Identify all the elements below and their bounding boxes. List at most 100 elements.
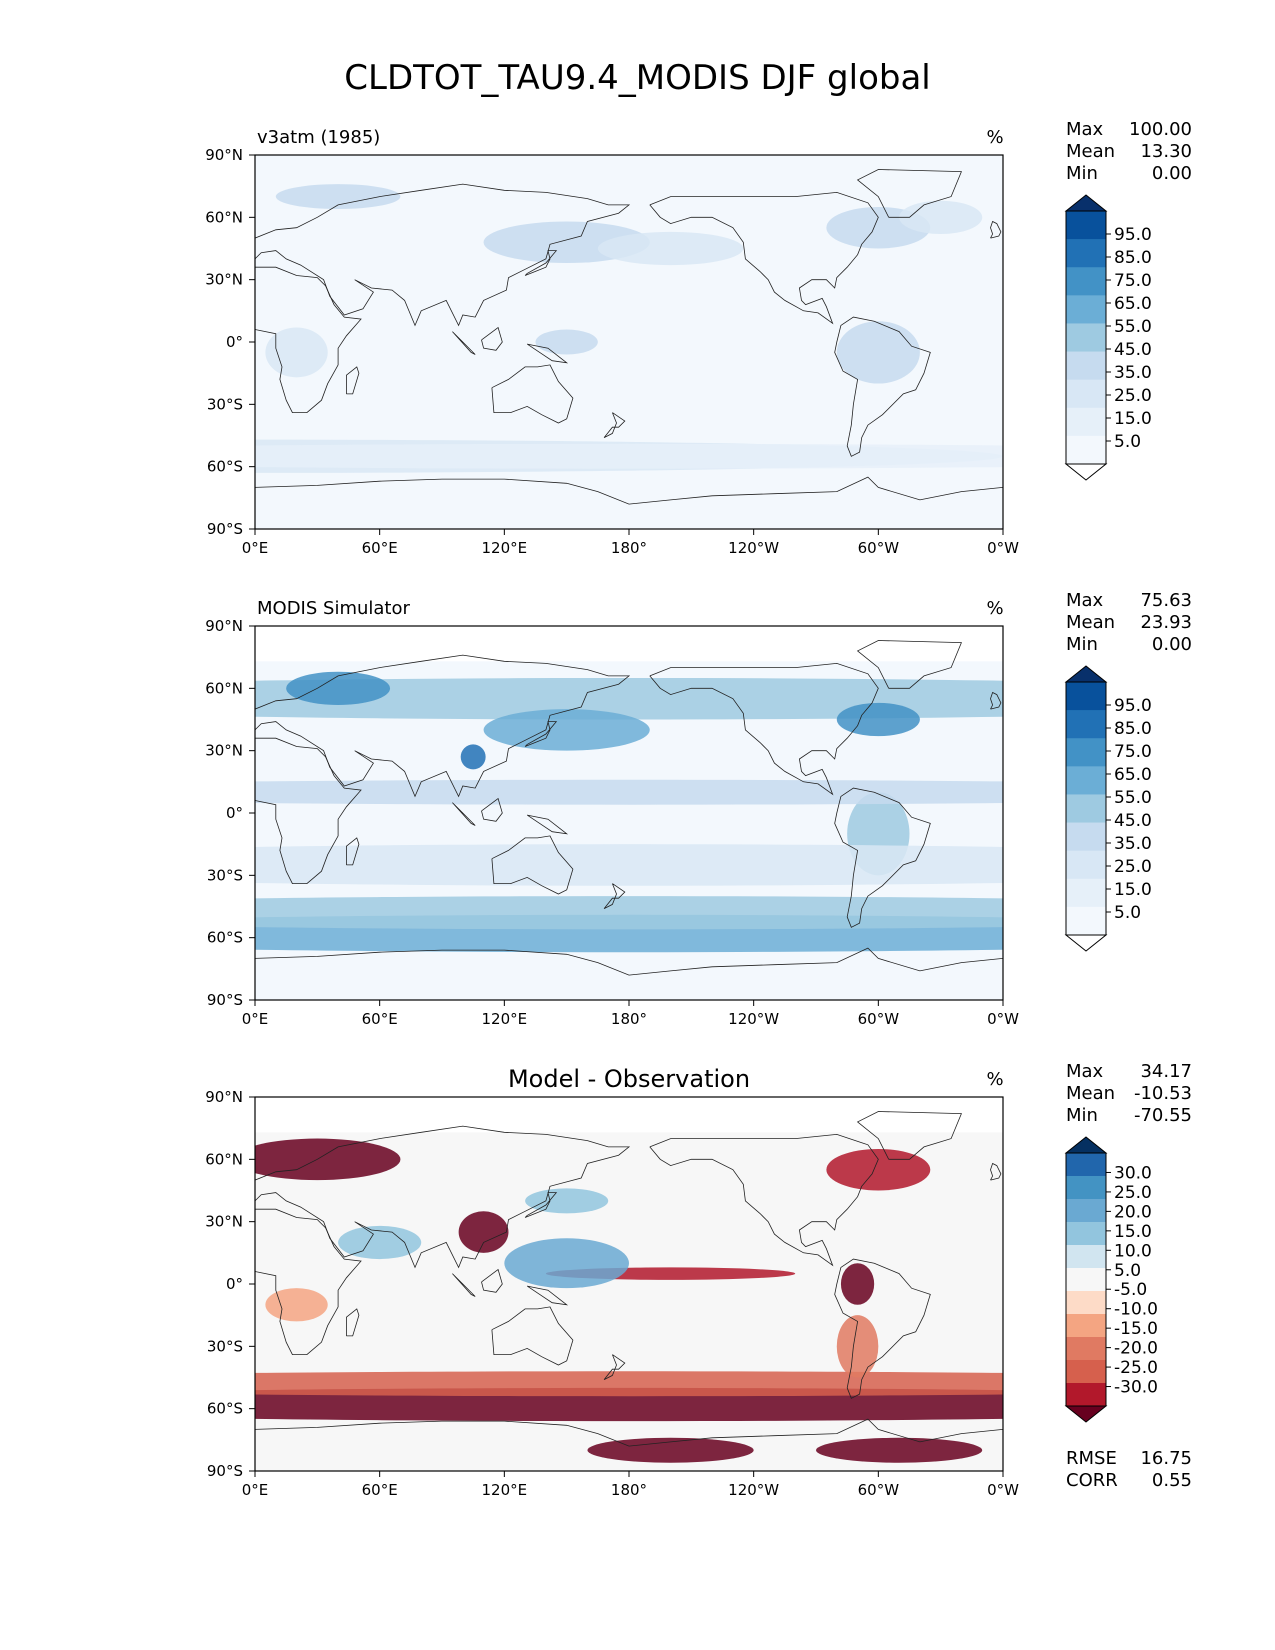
coastline <box>856 640 962 689</box>
colorbar-segment <box>1066 379 1106 409</box>
colorbar-tick-label: 65.0 <box>1114 765 1152 785</box>
shading-region <box>816 1437 983 1463</box>
units-label: % <box>986 127 1003 148</box>
colorbar-tick-label: -5.0 <box>1114 1280 1147 1300</box>
coastline <box>452 802 476 826</box>
coastline <box>491 835 574 895</box>
coastline <box>452 331 476 355</box>
colorbar-extend-max <box>1064 665 1108 683</box>
colorbar-segment <box>1066 211 1106 240</box>
footer-stat-value: 0.55 <box>1152 1470 1192 1491</box>
colorbar-tick-label: 45.0 <box>1114 811 1152 831</box>
colorbar-segment <box>1066 407 1106 437</box>
stat-value: 13.30 <box>1140 141 1192 162</box>
colorbar-segment <box>1066 1268 1106 1292</box>
colorbar-segment <box>1066 1337 1106 1361</box>
coastline <box>452 1273 476 1297</box>
colorbar-tick-label: -15.0 <box>1114 1319 1158 1339</box>
coastline <box>345 366 360 395</box>
coastline <box>990 1162 1002 1181</box>
lat-tick-label: 30°S <box>207 866 243 884</box>
colorbar-frame <box>1065 681 1107 936</box>
coastline <box>834 787 931 928</box>
stat-label: Mean <box>1066 141 1115 162</box>
coastline <box>345 837 360 866</box>
colorbar-tick-label: 5.0 <box>1114 432 1141 452</box>
stat-label: Min <box>1066 163 1098 184</box>
colorbar-extend-max <box>1064 1136 1108 1154</box>
lon-tick-label: 0°E <box>242 539 269 557</box>
lon-tick-label: 60°E <box>362 539 398 557</box>
colorbar-segment <box>1066 1153 1106 1177</box>
colorbar-tick-label: 20.0 <box>1114 1202 1152 1222</box>
lon-tick-label: 120°E <box>482 539 528 557</box>
coastline <box>255 1208 362 1355</box>
colorbar-segment <box>1066 1176 1106 1200</box>
lon-tick-label: 120°W <box>728 1010 779 1028</box>
shading-region <box>460 744 486 770</box>
lon-tick-label: 0°E <box>242 1010 269 1028</box>
stat-value: 75.63 <box>1140 590 1192 611</box>
stat-label: Min <box>1066 634 1098 655</box>
coastline <box>345 1308 360 1337</box>
lat-tick-label: 90°N <box>205 617 243 635</box>
colorbar-segment <box>1066 239 1106 268</box>
colorbar-extend-max <box>1064 194 1108 212</box>
colorbar-tick-label: 75.0 <box>1114 742 1152 762</box>
panel-3: 90°N 60°N 30°N 0° 30°S 60°S 90°S0°E 60°E 120°E 18… <box>205 1061 1192 1499</box>
lat-tick-label: 30°S <box>207 1337 243 1355</box>
lon-tick-label: 120°E <box>482 1481 528 1499</box>
shading-region <box>255 1371 1003 1397</box>
coastline <box>255 947 1003 976</box>
lat-tick-label: 30°N <box>205 1213 243 1231</box>
panel-title: Model - Observation <box>508 1065 750 1093</box>
lat-tick-label: 90°S <box>207 1462 243 1480</box>
stat-label: Mean <box>1066 1083 1115 1104</box>
coastline <box>481 1268 503 1293</box>
colorbar-segment <box>1066 794 1106 824</box>
coastline <box>834 1258 931 1399</box>
lat-tick-label: 60°N <box>205 208 243 226</box>
colorbar-tick-label: -30.0 <box>1114 1378 1158 1398</box>
colorbar-segment <box>1066 1314 1106 1338</box>
shading-region <box>587 1437 754 1463</box>
colorbar-tick-label: 55.0 <box>1114 788 1152 808</box>
shading-region <box>286 671 391 705</box>
lon-tick-label: 60°W <box>858 1010 900 1028</box>
map-shading <box>255 626 1003 953</box>
shading-region <box>265 1288 328 1322</box>
colorbar-frame <box>1065 1152 1107 1407</box>
colorbar-tick-label: -20.0 <box>1114 1339 1158 1359</box>
units-label: % <box>986 1069 1003 1090</box>
panel-title: v3atm (1985) <box>257 127 380 148</box>
colorbar-tick-label: 25.0 <box>1114 1183 1152 1203</box>
shading-region <box>504 1238 629 1289</box>
stat-value: -70.55 <box>1134 1105 1192 1126</box>
lon-tick-label: 180° <box>611 1010 647 1028</box>
colorbar-segment <box>1066 850 1106 880</box>
colorbar-frame <box>1065 210 1107 465</box>
coastline <box>649 1133 879 1267</box>
lat-tick-label: 30°S <box>207 395 243 413</box>
colorbar-tick-label: 85.0 <box>1114 248 1152 268</box>
shading-region <box>597 231 744 266</box>
coastline <box>255 476 1003 505</box>
colorbar-tick-label: 95.0 <box>1114 696 1152 716</box>
coastline <box>603 412 626 438</box>
stat-value: 100.00 <box>1129 119 1192 140</box>
colorbar-tick-label: 30.0 <box>1114 1163 1152 1183</box>
lat-tick-label: 60°S <box>207 929 243 947</box>
coastline <box>990 220 1002 239</box>
coastline <box>491 364 574 424</box>
lat-tick-label: 60°S <box>207 1400 243 1418</box>
colorbar-tick-label: 25.0 <box>1114 386 1152 406</box>
lat-tick-label: 30°N <box>205 271 243 289</box>
shading-region <box>899 200 983 234</box>
panel-2: 90°N 60°N 30°N 0° 30°S 60°S 90°S0°E 60°E 120°E 18… <box>205 590 1192 1028</box>
colorbar-segment <box>1066 323 1106 353</box>
shading-region <box>255 443 1003 469</box>
colorbar-segment <box>1066 435 1106 465</box>
colorbar-tick-label: 65.0 <box>1114 294 1152 314</box>
units-label: % <box>986 598 1003 619</box>
